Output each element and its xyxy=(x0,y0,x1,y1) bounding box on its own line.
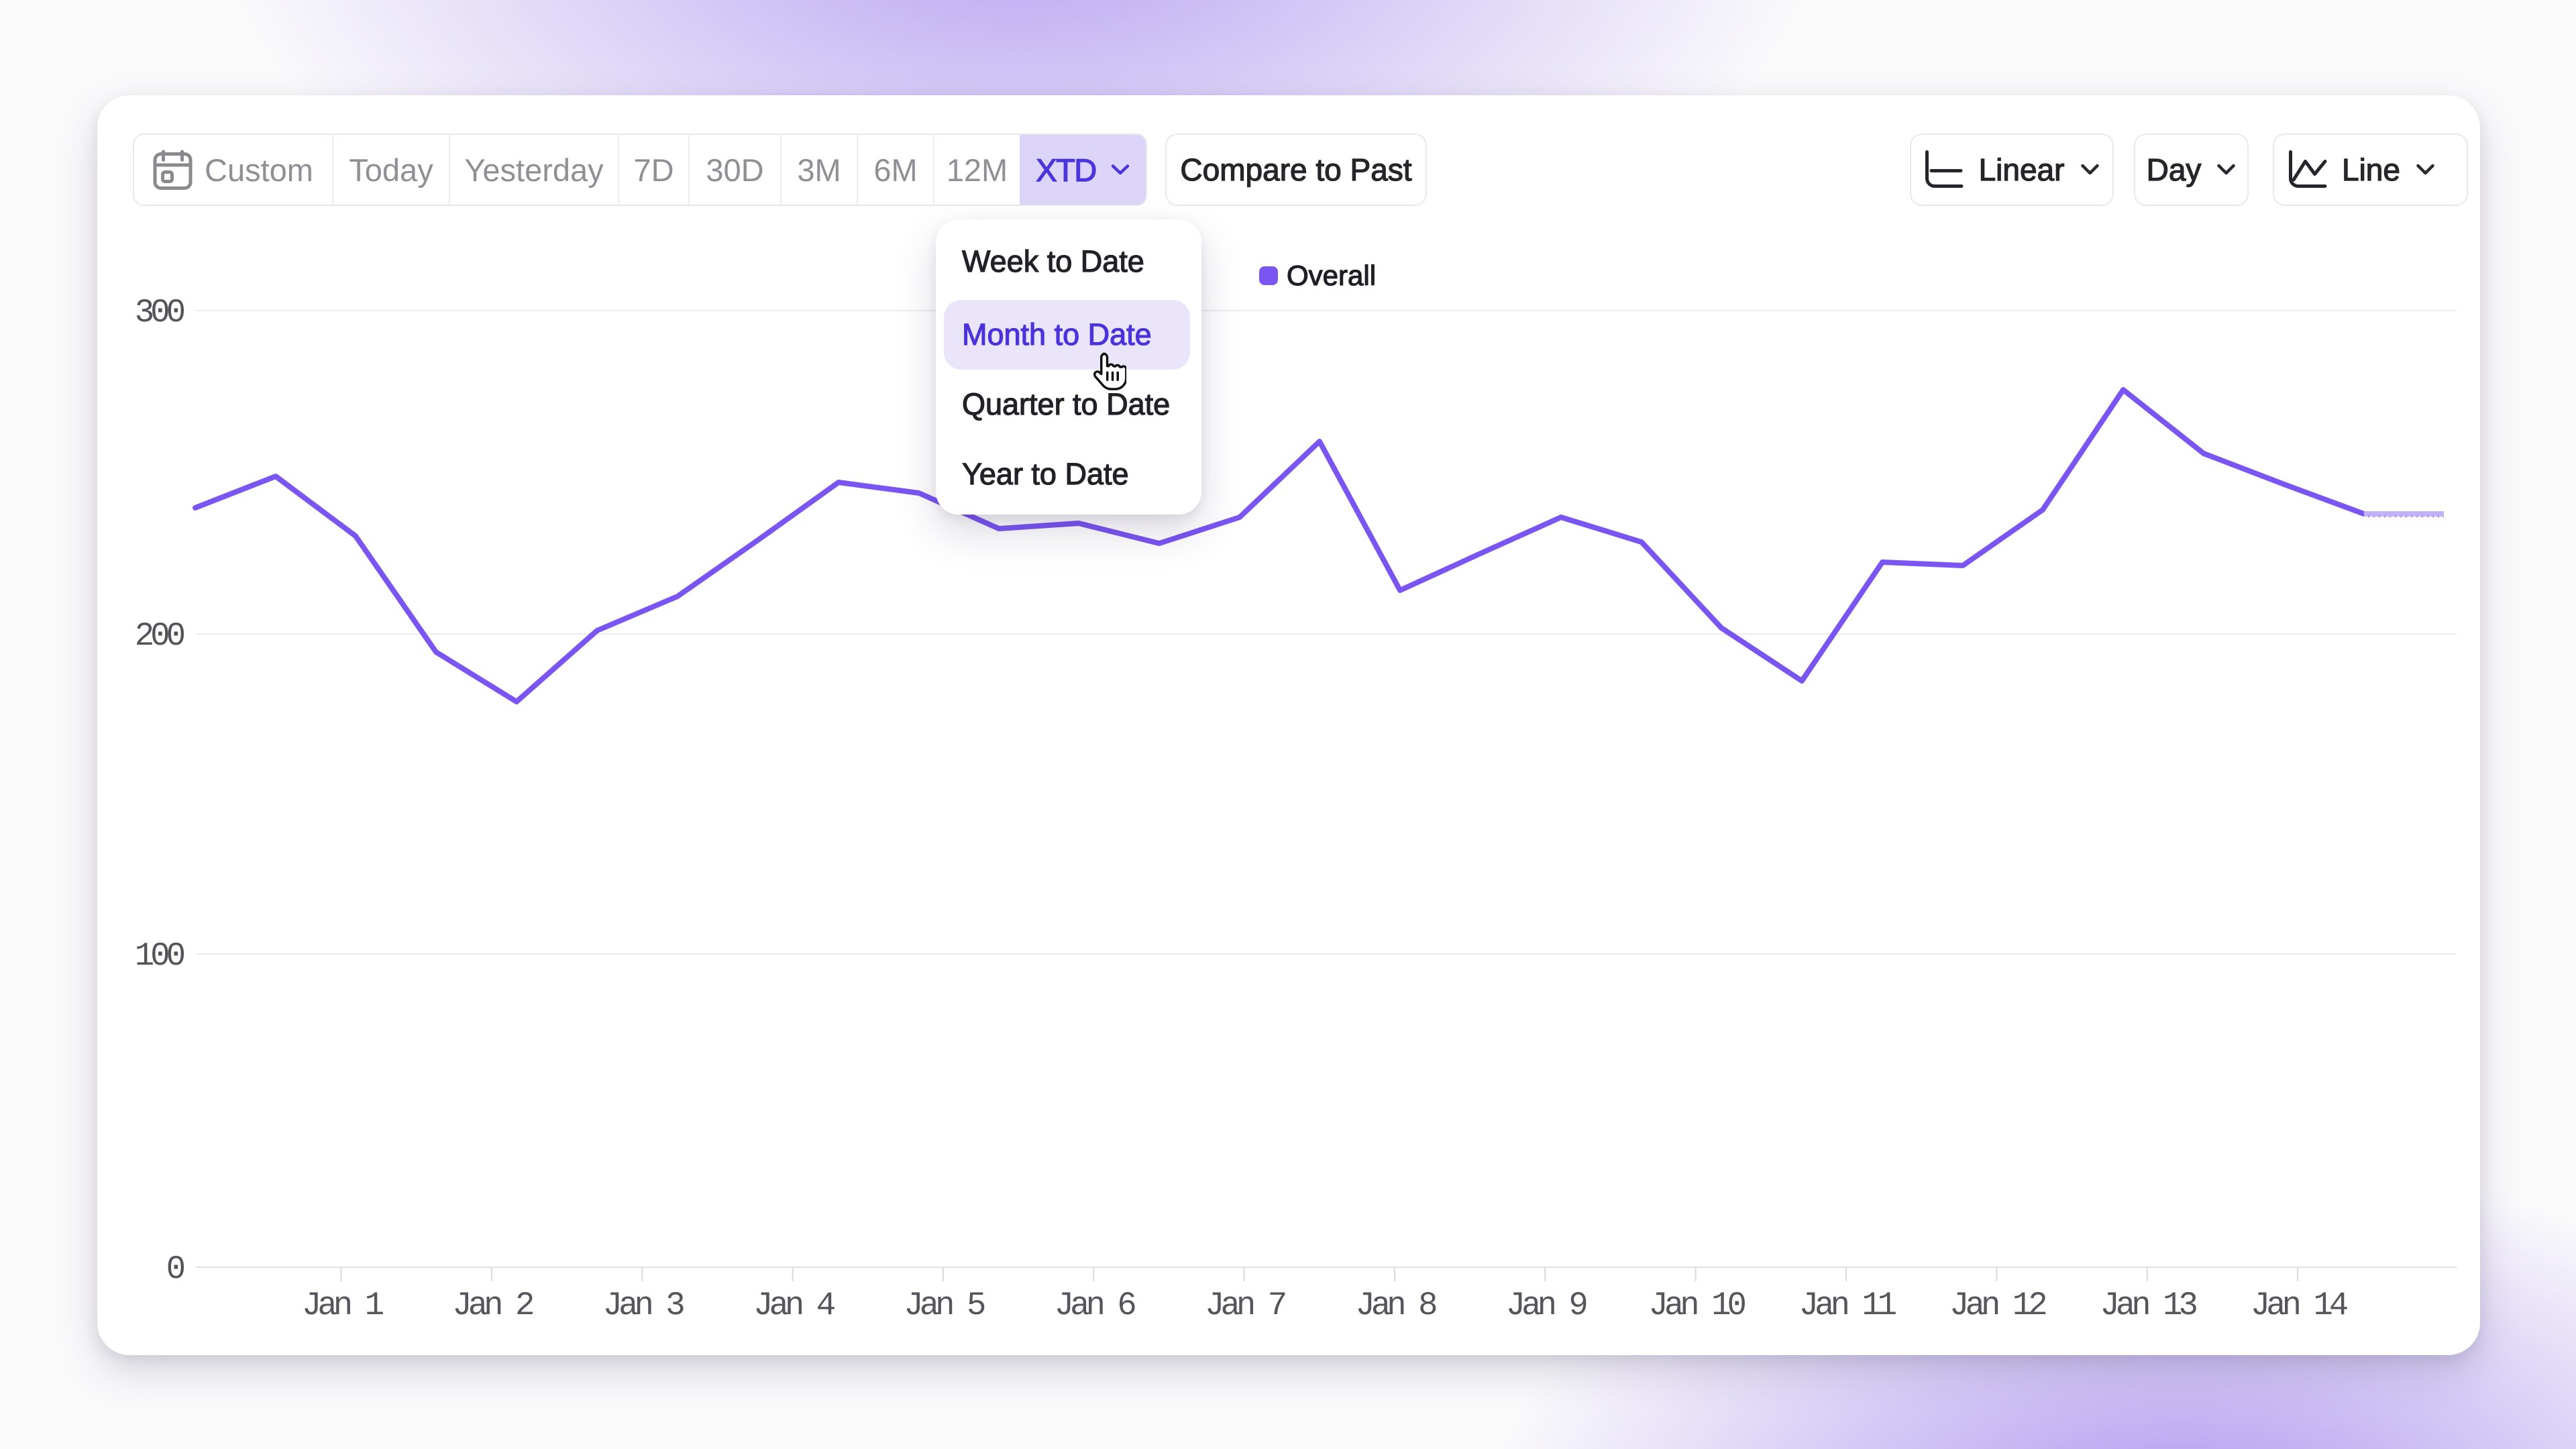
svg-text:Jan 4: Jan 4 xyxy=(753,1287,835,1324)
svg-text:Jan 13: Jan 13 xyxy=(2100,1287,2196,1324)
svg-text:200: 200 xyxy=(135,617,184,655)
svg-text:Jan 8: Jan 8 xyxy=(1355,1287,1436,1324)
svg-text:Jan 12: Jan 12 xyxy=(1949,1287,2045,1324)
svg-text:100: 100 xyxy=(135,937,184,975)
svg-text:Jan 5: Jan 5 xyxy=(904,1287,985,1324)
svg-text:Jan 1: Jan 1 xyxy=(302,1287,384,1324)
svg-text:Jan 10: Jan 10 xyxy=(1648,1287,1745,1324)
svg-text:Jan 7: Jan 7 xyxy=(1205,1287,1285,1324)
svg-text:Jan 2: Jan 2 xyxy=(452,1287,533,1324)
svg-text:Jan 3: Jan 3 xyxy=(603,1287,684,1324)
svg-text:Jan 14: Jan 14 xyxy=(2251,1287,2347,1324)
svg-text:300: 300 xyxy=(135,294,184,331)
svg-text:0: 0 xyxy=(166,1250,184,1288)
svg-text:Jan 6: Jan 6 xyxy=(1055,1287,1136,1324)
svg-text:Jan 11: Jan 11 xyxy=(1799,1287,1896,1324)
svg-text:Jan 9: Jan 9 xyxy=(1506,1287,1587,1324)
